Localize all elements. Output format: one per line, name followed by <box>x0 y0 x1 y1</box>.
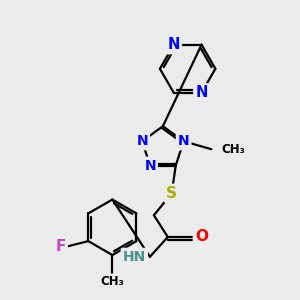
Text: F: F <box>56 238 66 253</box>
Text: N: N <box>144 159 156 173</box>
Text: S: S <box>166 186 177 201</box>
Text: N: N <box>178 134 189 148</box>
Text: CH₃: CH₃ <box>100 275 124 288</box>
Text: CH₃: CH₃ <box>221 143 245 156</box>
Text: N: N <box>168 37 180 52</box>
Text: HN: HN <box>123 250 146 264</box>
Text: N: N <box>195 85 208 100</box>
Text: N: N <box>136 134 148 148</box>
Text: O: O <box>195 230 208 244</box>
